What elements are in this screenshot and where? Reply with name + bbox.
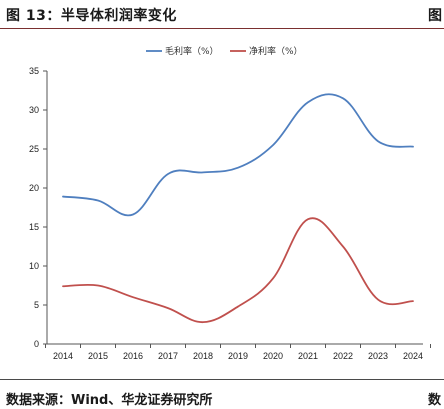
adjacent-figure-title-fragment: 图 [428, 8, 442, 24]
x-tick-label: 2024 [403, 351, 423, 361]
y-tick-label: 25 [29, 144, 39, 154]
y-tick-label: 10 [29, 261, 39, 271]
x-tick-label: 2021 [298, 351, 318, 361]
y-tick-label: 35 [29, 66, 39, 76]
chart-series [62, 93, 414, 324]
y-tick-label: 20 [29, 183, 39, 193]
gross-margin-line [62, 93, 414, 217]
net-margin-line [62, 217, 414, 324]
x-tick-label: 2019 [228, 351, 248, 361]
x-tick-label: 2020 [263, 351, 283, 361]
net-margin-legend-label: 净利率（%） [249, 45, 303, 57]
y-tick-label: 5 [34, 300, 39, 310]
adjacent-source-fragment: 数 [428, 393, 442, 408]
gross-margin-legend-label: 毛利率（%） [165, 45, 219, 57]
y-tick-label: 0 [34, 339, 39, 349]
chart-axes: 0 5 10 15 20 25 30 35 2014 2015 2016 2017 2018 2019 20… [29, 66, 431, 361]
figure-title: 图 13：半导体利润率变化 [6, 8, 177, 24]
x-tick-label: 2015 [88, 351, 108, 361]
y-tick-label: 15 [29, 222, 39, 232]
x-tick-label: 2016 [123, 351, 143, 361]
x-tick-label: 2018 [193, 351, 213, 361]
x-tick-label: 2023 [368, 351, 388, 361]
chart-legend: 毛利率（%） 净利率（%） [146, 45, 303, 57]
x-tick-label: 2022 [333, 351, 353, 361]
y-tick-label: 30 [29, 105, 39, 115]
title-divider [0, 28, 444, 29]
x-tick-label: 2017 [158, 351, 178, 361]
profit-margin-chart: 毛利率（%） 净利率（%） 0 5 10 15 20 25 30 35 2014 2015 2016 2… [29, 45, 431, 361]
x-tick-label: 2014 [53, 351, 73, 361]
source-divider [0, 379, 444, 380]
data-source-note: 数据来源：Wind、华龙证券研究所 [6, 393, 213, 408]
